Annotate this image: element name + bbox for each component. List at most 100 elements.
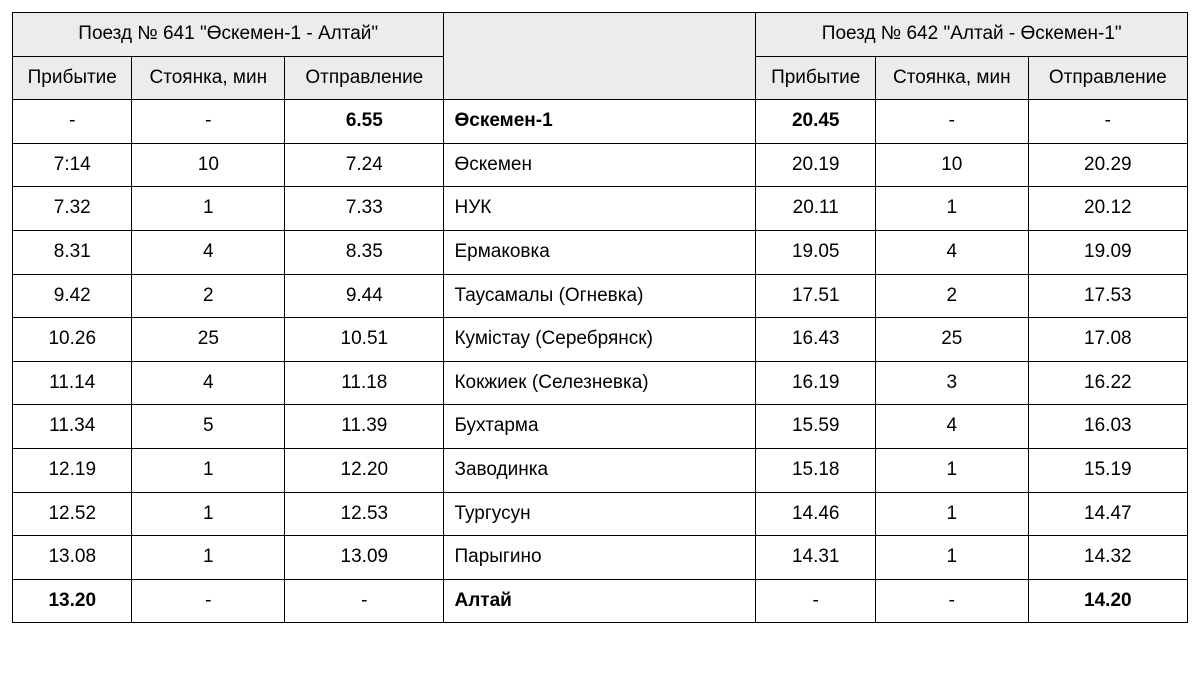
- l-dep: 6.55: [285, 100, 444, 144]
- station: Ермаковка: [444, 230, 756, 274]
- l-stop: 1: [132, 187, 285, 231]
- table-row: 7:14107.24Өскемен20.191020.29: [13, 143, 1188, 187]
- r-arr: 15.18: [756, 448, 875, 492]
- table-row: 8.3148.35Ермаковка19.05419.09: [13, 230, 1188, 274]
- r-dep: 16.22: [1028, 361, 1187, 405]
- table-row: 11.14411.18Кокжиек (Селезневка)16.19316.…: [13, 361, 1188, 405]
- l-arr: 13.20: [13, 579, 132, 623]
- l-dep: 12.20: [285, 448, 444, 492]
- l-dep: 11.18: [285, 361, 444, 405]
- r-arr: 14.46: [756, 492, 875, 536]
- header-right-departure: Отправление: [1028, 56, 1187, 100]
- r-arr: 17.51: [756, 274, 875, 318]
- header-train-left: Поезд № 641 "Өскемен-1 - Алтай": [13, 13, 444, 57]
- header-left-stop: Стоянка, мин: [132, 56, 285, 100]
- l-dep: 10.51: [285, 318, 444, 362]
- station: Кумістау (Серебрянск): [444, 318, 756, 362]
- r-dep: 17.08: [1028, 318, 1187, 362]
- train-schedule-table: Поезд № 641 "Өскемен-1 - Алтай" Поезд № …: [12, 12, 1188, 623]
- table-header-row-1: Поезд № 641 "Өскемен-1 - Алтай" Поезд № …: [13, 13, 1188, 57]
- l-arr: 12.19: [13, 448, 132, 492]
- l-stop: 10: [132, 143, 285, 187]
- l-dep: 13.09: [285, 536, 444, 580]
- l-arr: 8.31: [13, 230, 132, 274]
- l-dep: 7.33: [285, 187, 444, 231]
- table-row: --6.55Өскемен-120.45--: [13, 100, 1188, 144]
- r-dep: 20.29: [1028, 143, 1187, 187]
- table-row: 10.262510.51Кумістау (Серебрянск)16.4325…: [13, 318, 1188, 362]
- header-right-arrival: Прибытие: [756, 56, 875, 100]
- r-stop: 1: [875, 187, 1028, 231]
- station: Заводинка: [444, 448, 756, 492]
- table-row: 13.08113.09Парыгино14.31114.32: [13, 536, 1188, 580]
- r-arr: 15.59: [756, 405, 875, 449]
- r-arr: 16.19: [756, 361, 875, 405]
- l-arr: 7:14: [13, 143, 132, 187]
- r-dep: 14.32: [1028, 536, 1187, 580]
- header-right-stop: Стоянка, мин: [875, 56, 1028, 100]
- l-arr: 10.26: [13, 318, 132, 362]
- l-dep: 12.53: [285, 492, 444, 536]
- r-stop: 10: [875, 143, 1028, 187]
- r-stop: 2: [875, 274, 1028, 318]
- l-dep: 7.24: [285, 143, 444, 187]
- l-stop: 4: [132, 230, 285, 274]
- station: Бухтарма: [444, 405, 756, 449]
- r-dep: 16.03: [1028, 405, 1187, 449]
- station: Тургусун: [444, 492, 756, 536]
- station: Парыгино: [444, 536, 756, 580]
- l-stop: 4: [132, 361, 285, 405]
- l-arr: 12.52: [13, 492, 132, 536]
- r-arr: 20.19: [756, 143, 875, 187]
- r-dep: 14.47: [1028, 492, 1187, 536]
- r-stop: 1: [875, 536, 1028, 580]
- r-stop: -: [875, 100, 1028, 144]
- l-dep: 8.35: [285, 230, 444, 274]
- l-dep: -: [285, 579, 444, 623]
- l-arr: -: [13, 100, 132, 144]
- table-row: 12.19112.20Заводинка15.18115.19: [13, 448, 1188, 492]
- header-train-right: Поезд № 642 "Алтай - Өскемен-1": [756, 13, 1188, 57]
- r-arr: 20.11: [756, 187, 875, 231]
- l-stop: 1: [132, 448, 285, 492]
- l-stop: -: [132, 579, 285, 623]
- station: Таусамалы (Огневка): [444, 274, 756, 318]
- station: Өскемен: [444, 143, 756, 187]
- l-arr: 11.14: [13, 361, 132, 405]
- r-arr: 19.05: [756, 230, 875, 274]
- table-body: --6.55Өскемен-120.45--7:14107.24Өскемен2…: [13, 100, 1188, 623]
- r-arr: 16.43: [756, 318, 875, 362]
- r-arr: 14.31: [756, 536, 875, 580]
- table-row: 12.52112.53Тургусун14.46114.47: [13, 492, 1188, 536]
- r-stop: 25: [875, 318, 1028, 362]
- l-stop: 25: [132, 318, 285, 362]
- r-stop: 3: [875, 361, 1028, 405]
- station: Алтай: [444, 579, 756, 623]
- l-stop: 1: [132, 492, 285, 536]
- r-dep: -: [1028, 100, 1187, 144]
- r-stop: 1: [875, 492, 1028, 536]
- r-dep: 17.53: [1028, 274, 1187, 318]
- header-left-departure: Отправление: [285, 56, 444, 100]
- table-row: 11.34511.39Бухтарма15.59416.03: [13, 405, 1188, 449]
- header-station-blank: [444, 13, 756, 100]
- r-dep: 15.19: [1028, 448, 1187, 492]
- r-dep: 14.20: [1028, 579, 1187, 623]
- station: Кокжиек (Селезневка): [444, 361, 756, 405]
- r-arr: 20.45: [756, 100, 875, 144]
- l-dep: 9.44: [285, 274, 444, 318]
- station: Өскемен-1: [444, 100, 756, 144]
- l-stop: 5: [132, 405, 285, 449]
- table-row: 13.20--Алтай--14.20: [13, 579, 1188, 623]
- header-left-arrival: Прибытие: [13, 56, 132, 100]
- table-row: 7.3217.33НУК20.11120.12: [13, 187, 1188, 231]
- l-arr: 13.08: [13, 536, 132, 580]
- l-arr: 9.42: [13, 274, 132, 318]
- table-row: 9.4229.44Таусамалы (Огневка)17.51217.53: [13, 274, 1188, 318]
- r-dep: 19.09: [1028, 230, 1187, 274]
- station: НУК: [444, 187, 756, 231]
- l-dep: 11.39: [285, 405, 444, 449]
- l-stop: 1: [132, 536, 285, 580]
- r-dep: 20.12: [1028, 187, 1187, 231]
- l-arr: 11.34: [13, 405, 132, 449]
